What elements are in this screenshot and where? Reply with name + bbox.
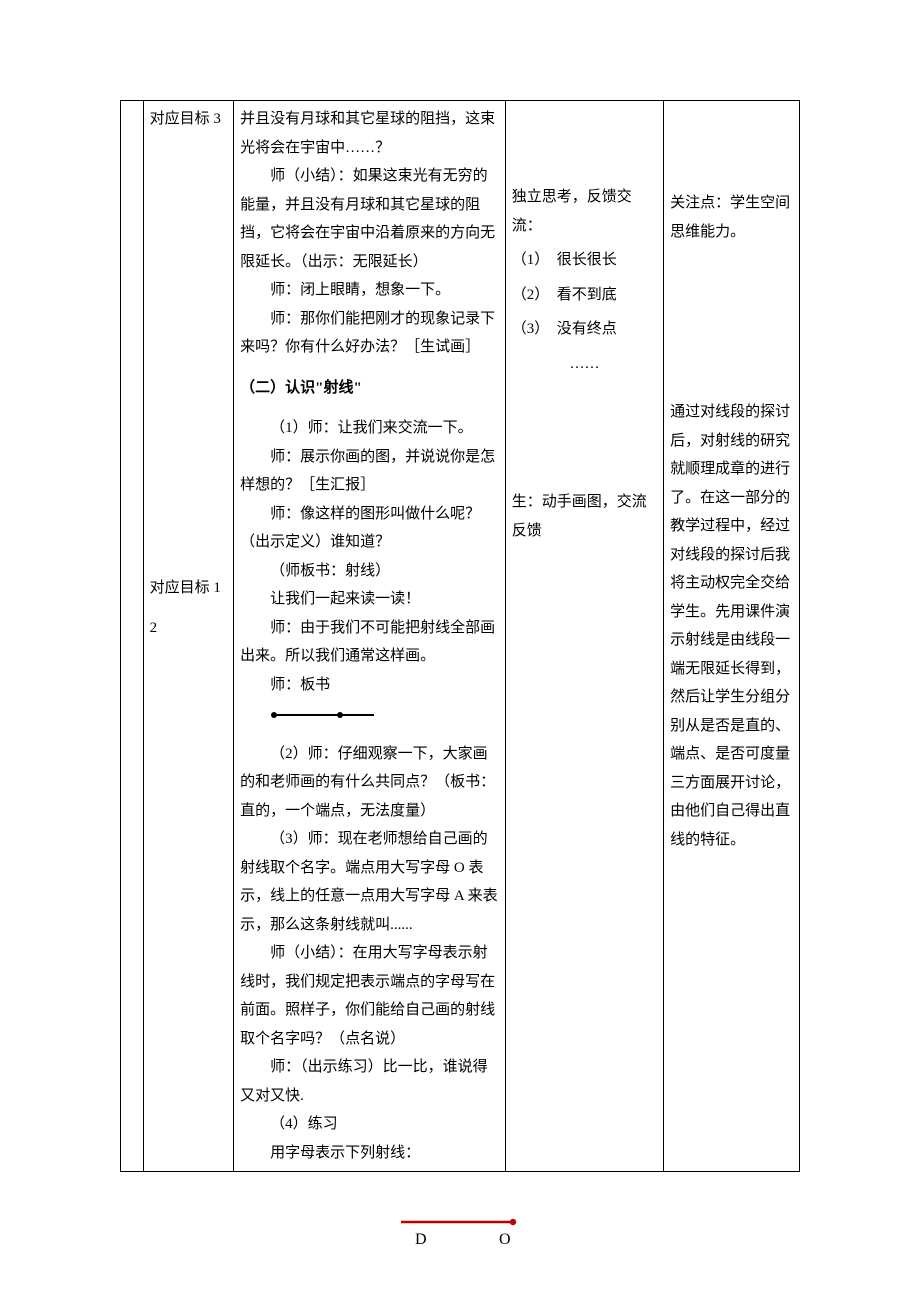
t-p4: 师：那你们能把刚才的现象记录下来吗？你有什么好办法？［生试画］ — [240, 305, 499, 362]
t-p11: 师：板书 — [240, 671, 499, 700]
t-p16: （4）练习 — [240, 1110, 499, 1139]
s-item-1: （1） 很长很长 — [512, 246, 657, 275]
t-p8: （师板书：射线） — [240, 557, 499, 586]
goal-1: 对应目标 1 — [150, 574, 228, 603]
student-block1: 独立思考，反馈交流： （1） 很长很长 （2） 看不到底 （3） 没有终点 …… — [512, 183, 657, 378]
t-p1: 并且没有月球和其它星球的阻挡，这束光将会在宇宙中……？ — [240, 105, 499, 162]
notes-2: 通过对线段的探讨后，对射线的研究就顺理成章的进行了。在这一部分的教学过程中，经过… — [670, 398, 793, 854]
t-p13: （3）师：现在老师想给自己画的射线取个名字。端点用大写字母 O 表示，线上的任意… — [240, 825, 499, 939]
t-p9: 让我们一起来读一读！ — [240, 585, 499, 614]
goal-3: 对应目标 3 — [150, 105, 228, 134]
t-p7: 师：像这样的图形叫做什么呢？（出示定义）谁知道？ — [240, 500, 499, 557]
t-p5: （1）师：让我们来交流一下。 — [240, 414, 499, 443]
t-p12: （2）师：仔细观察一下，大家画的和老师画的有什么共同点？（板书：直的，一个端点，… — [240, 740, 499, 826]
svg-text:O: O — [499, 1231, 511, 1248]
col-teacher: 并且没有月球和其它星球的阻挡，这束光将会在宇宙中……？ 师（小结）：如果这束光有… — [234, 101, 506, 1172]
t-p6: 师：展示你画的图，并说说你是怎样想的？［生汇报］ — [240, 443, 499, 500]
ray-svg — [270, 707, 380, 723]
t-p2: 师（小结）：如果这束光有无穷的能量，并且没有月球和其它星球的阻挡，它将会在宇宙中… — [240, 162, 499, 276]
notes-1: 关注点：学生空间思维能力。 — [670, 189, 793, 246]
t-p17: 用字母表示下列射线： — [240, 1139, 499, 1168]
t-subtitle: （二）认识"射线" — [240, 374, 499, 403]
col-notes: 关注点：学生空间思维能力。 通过对线段的探讨后，对射线的研究就顺理成章的进行了。… — [664, 101, 800, 1172]
t-p15: 师：（出示练习）比一比，谁说得又对又快. — [240, 1053, 499, 1110]
svg-text:D: D — [415, 1231, 427, 1248]
t-p3: 师：闭上眼睛，想象一下。 — [240, 276, 499, 305]
lesson-table: 对应目标 3 对应目标 1 2 并且没有月球和其它星球的阻挡，这束光将会在宇宙中… — [120, 100, 800, 1172]
ray-figure-inline — [270, 705, 499, 734]
col-student: 独立思考，反馈交流： （1） 很长很长 （2） 看不到底 （3） 没有终点 ……… — [505, 101, 663, 1172]
s-intro: 独立思考，反馈交流： — [512, 183, 657, 240]
footer-ray-figure: DO — [120, 1212, 800, 1263]
s-item-ellipsis: …… — [512, 350, 657, 379]
s-item-3: （3） 没有终点 — [512, 315, 657, 344]
t-p14: 师（小结）：在用大写字母表示射线时，我们规定把表示端点的字母写在前面。照样子，你… — [240, 939, 499, 1053]
s-item-2: （2） 看不到底 — [512, 281, 657, 310]
s-block2: 生：动手画图，交流反馈 — [512, 488, 657, 545]
footer-svg: DO — [395, 1212, 525, 1252]
t-p10: 师：由于我们不可能把射线全部画出来。所以我们通常这样画。 — [240, 614, 499, 671]
col-blank — [121, 101, 144, 1172]
col-goals: 对应目标 3 对应目标 1 2 — [143, 101, 234, 1172]
goal-1-line2: 2 — [150, 614, 228, 643]
